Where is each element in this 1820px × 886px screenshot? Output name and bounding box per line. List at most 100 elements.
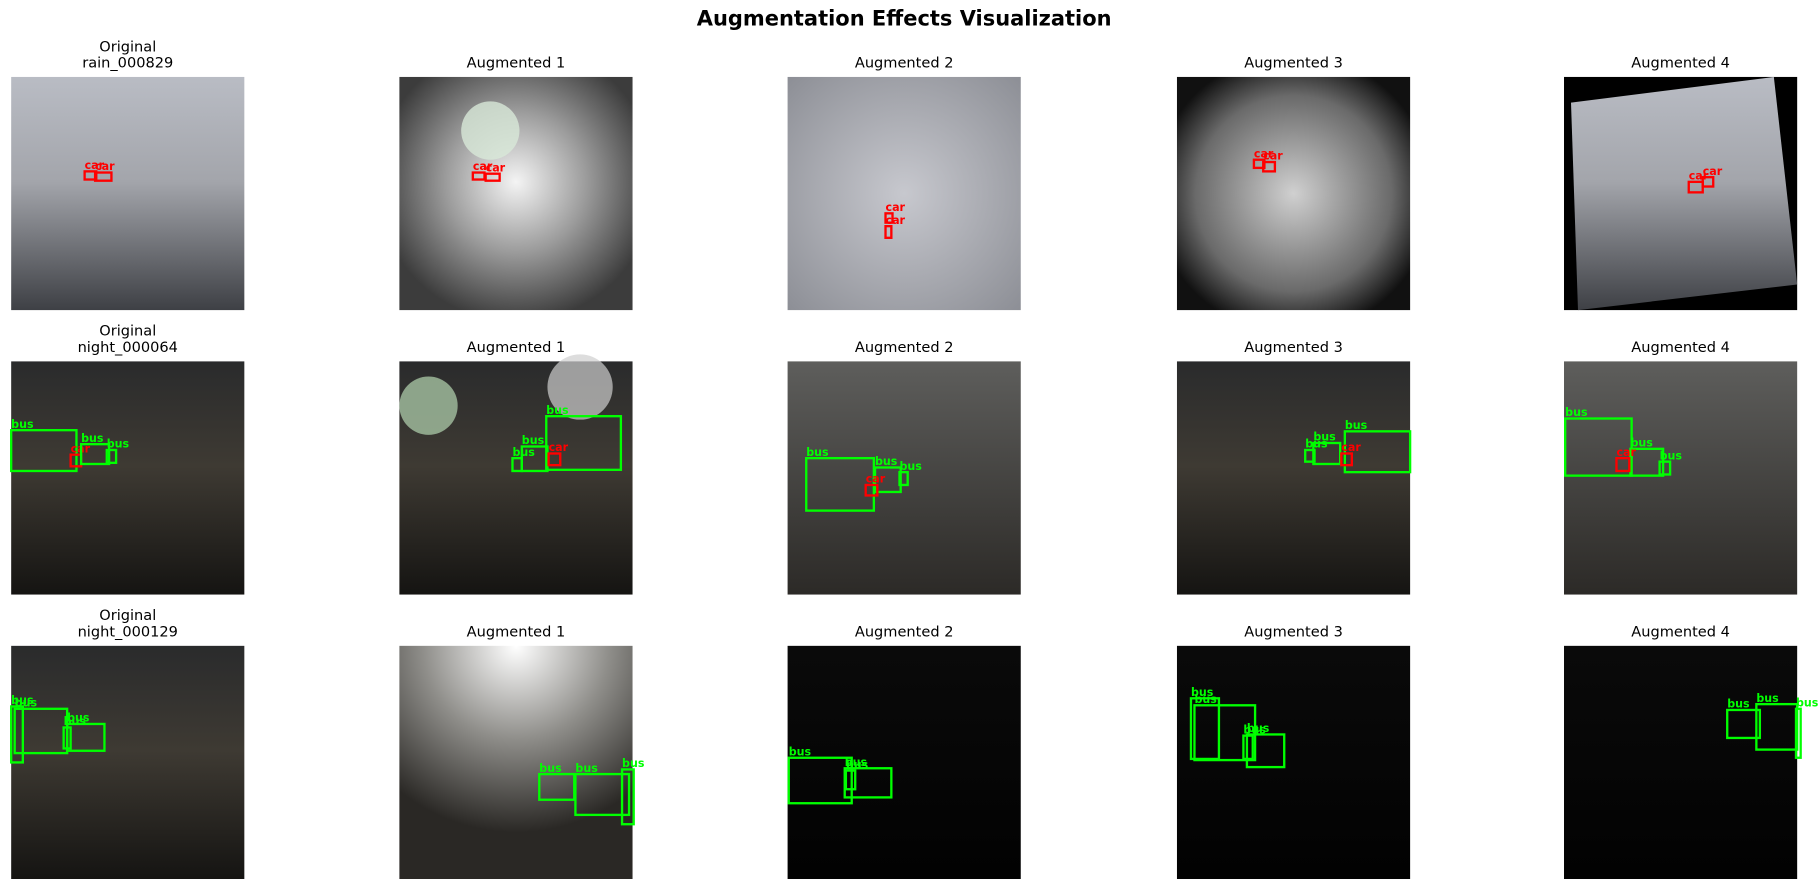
box-label: bus [1565,406,1588,419]
box-label: bus [1796,696,1819,709]
bounding-box [93,171,113,182]
box-label: bus [1313,431,1336,444]
box-label: bus [846,758,869,771]
lens-flare [547,354,613,420]
bounding-box [79,443,111,466]
panel-title: Augmented 2 [855,55,954,72]
box-label: car [1703,165,1723,178]
box-label: bus [1630,436,1653,449]
bounding-box [884,224,893,239]
bounding-box [484,172,501,182]
bounding-box [1262,160,1277,173]
bounding-box [1658,460,1672,476]
box-label: bus [806,446,829,459]
box-label: bus [875,455,898,468]
box-label: car [473,160,493,173]
box-label: bus [81,432,104,445]
box-label: bus [11,418,34,431]
panel-image [787,76,1021,311]
box-label: car [1263,150,1283,163]
panel-title: rain_000829 [82,55,173,72]
panel-title: Original [99,323,156,340]
bounding-box [1242,734,1254,761]
panel-title: Augmented 4 [1631,55,1730,72]
panel-image [1176,361,1411,595]
bounding-box [1343,430,1412,474]
panel-title: Augmented 2 [855,624,954,641]
bounding-box [1304,448,1316,463]
panel-title: Original [99,38,156,55]
panel-image [1564,361,1798,595]
bounding-box [574,772,631,817]
bounding-box [511,456,523,473]
figure-title: Augmentation Effects Visualization [697,7,1112,31]
box-label: car [866,473,886,486]
panel-image [1564,645,1798,880]
bounding-box [10,705,24,764]
box-label: car [1341,441,1361,454]
box-label: bus [546,404,569,417]
box-label: bus [1194,693,1217,706]
box-label: bus [1305,438,1328,451]
box-label: bus [522,434,545,447]
panel-image [787,361,1021,595]
panel-image [1176,76,1411,311]
bounding-box [1615,456,1631,473]
bounding-box [787,756,853,805]
panel-image [11,76,245,311]
box-label: car [886,214,906,227]
box-label: bus [11,694,34,707]
bounding-box [898,470,909,487]
bounding-box [844,769,857,791]
box-label: bus [512,446,535,459]
panel-image [1176,645,1411,880]
panel-image [11,645,245,880]
panel-title: Augmented 3 [1244,624,1343,641]
box-label: bus [900,460,923,473]
panel-title: Augmented 3 [1244,55,1343,72]
box-label: bus [107,438,130,451]
bounding-box [1794,707,1802,759]
bounding-box [65,722,106,752]
box-label: bus [789,745,812,758]
panel-image [11,361,245,595]
panel-image [399,76,633,311]
box-label: bus [67,712,90,725]
lens-flare [399,376,458,435]
box-label: bus [1247,722,1270,735]
rotated-image [1571,76,1798,311]
box-label: bus [15,696,38,709]
box-label: bus [539,762,562,775]
panel-title: Augmented 1 [467,624,566,641]
bounding-box [620,768,635,826]
bounding-box [547,452,562,467]
box-label: car [95,160,115,173]
bounding-box [1701,176,1715,188]
panel-title: night_000129 [78,624,178,641]
bounding-box [10,429,78,473]
bounding-box [545,415,623,471]
box-label: bus [1660,449,1683,462]
lens-flare [461,101,520,160]
bounding-box [105,448,118,464]
box-label: car [886,201,906,214]
box-label: bus [622,757,645,770]
box-label: car [486,161,506,174]
box-label: bus [1191,686,1214,699]
panel-title: Augmented 1 [467,339,566,356]
box-label: car [1616,446,1636,459]
panel-title: Augmented 4 [1631,624,1730,641]
